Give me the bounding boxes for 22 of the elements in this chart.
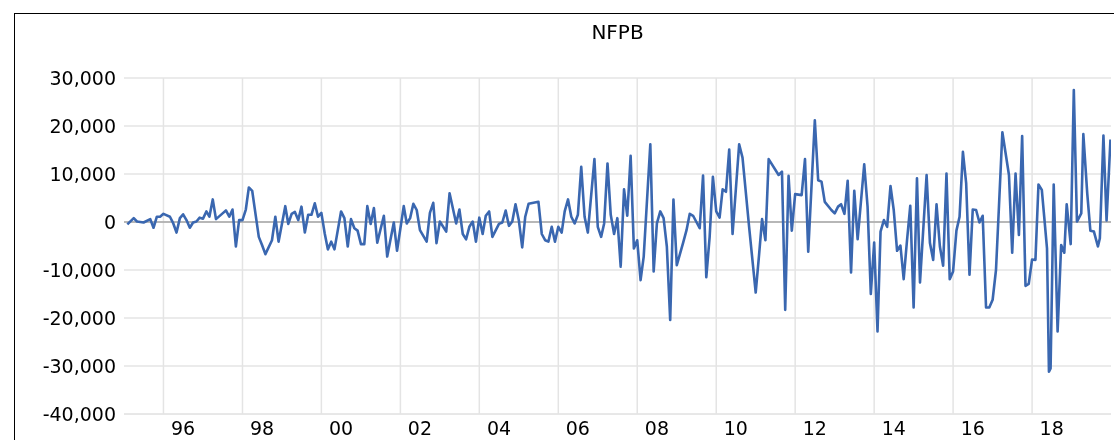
line-series <box>126 88 1111 374</box>
x-tick-label: 16 <box>960 417 985 440</box>
x-tick-label: 10 <box>723 417 748 440</box>
x-tick-label: 98 <box>249 417 275 440</box>
y-tick-label: -30,000 <box>42 354 116 377</box>
x-tick-label: 02 <box>407 417 433 440</box>
x-tick-label: 08 <box>644 417 669 440</box>
y-tick-label: -40,000 <box>42 402 116 425</box>
chart-title: NFPB <box>590 20 645 44</box>
y-tick-label: -20,000 <box>42 306 116 329</box>
y-tick-label: 10,000 <box>49 162 116 185</box>
y-tick-label: 0 <box>103 210 116 233</box>
x-tick-label: 96 <box>171 417 196 440</box>
x-tick-label: 12 <box>802 417 827 440</box>
x-tick-label: 18 <box>1039 417 1064 440</box>
y-tick-label: -10,000 <box>42 258 116 281</box>
x-tick-label: 06 <box>565 417 590 440</box>
y-tick-label: 20,000 <box>49 114 116 137</box>
x-tick-label: 04 <box>486 417 512 440</box>
x-tick-label: 14 <box>881 417 906 440</box>
y-tick-label: 30,000 <box>49 66 116 89</box>
x-tick-label: 00 <box>328 417 354 440</box>
